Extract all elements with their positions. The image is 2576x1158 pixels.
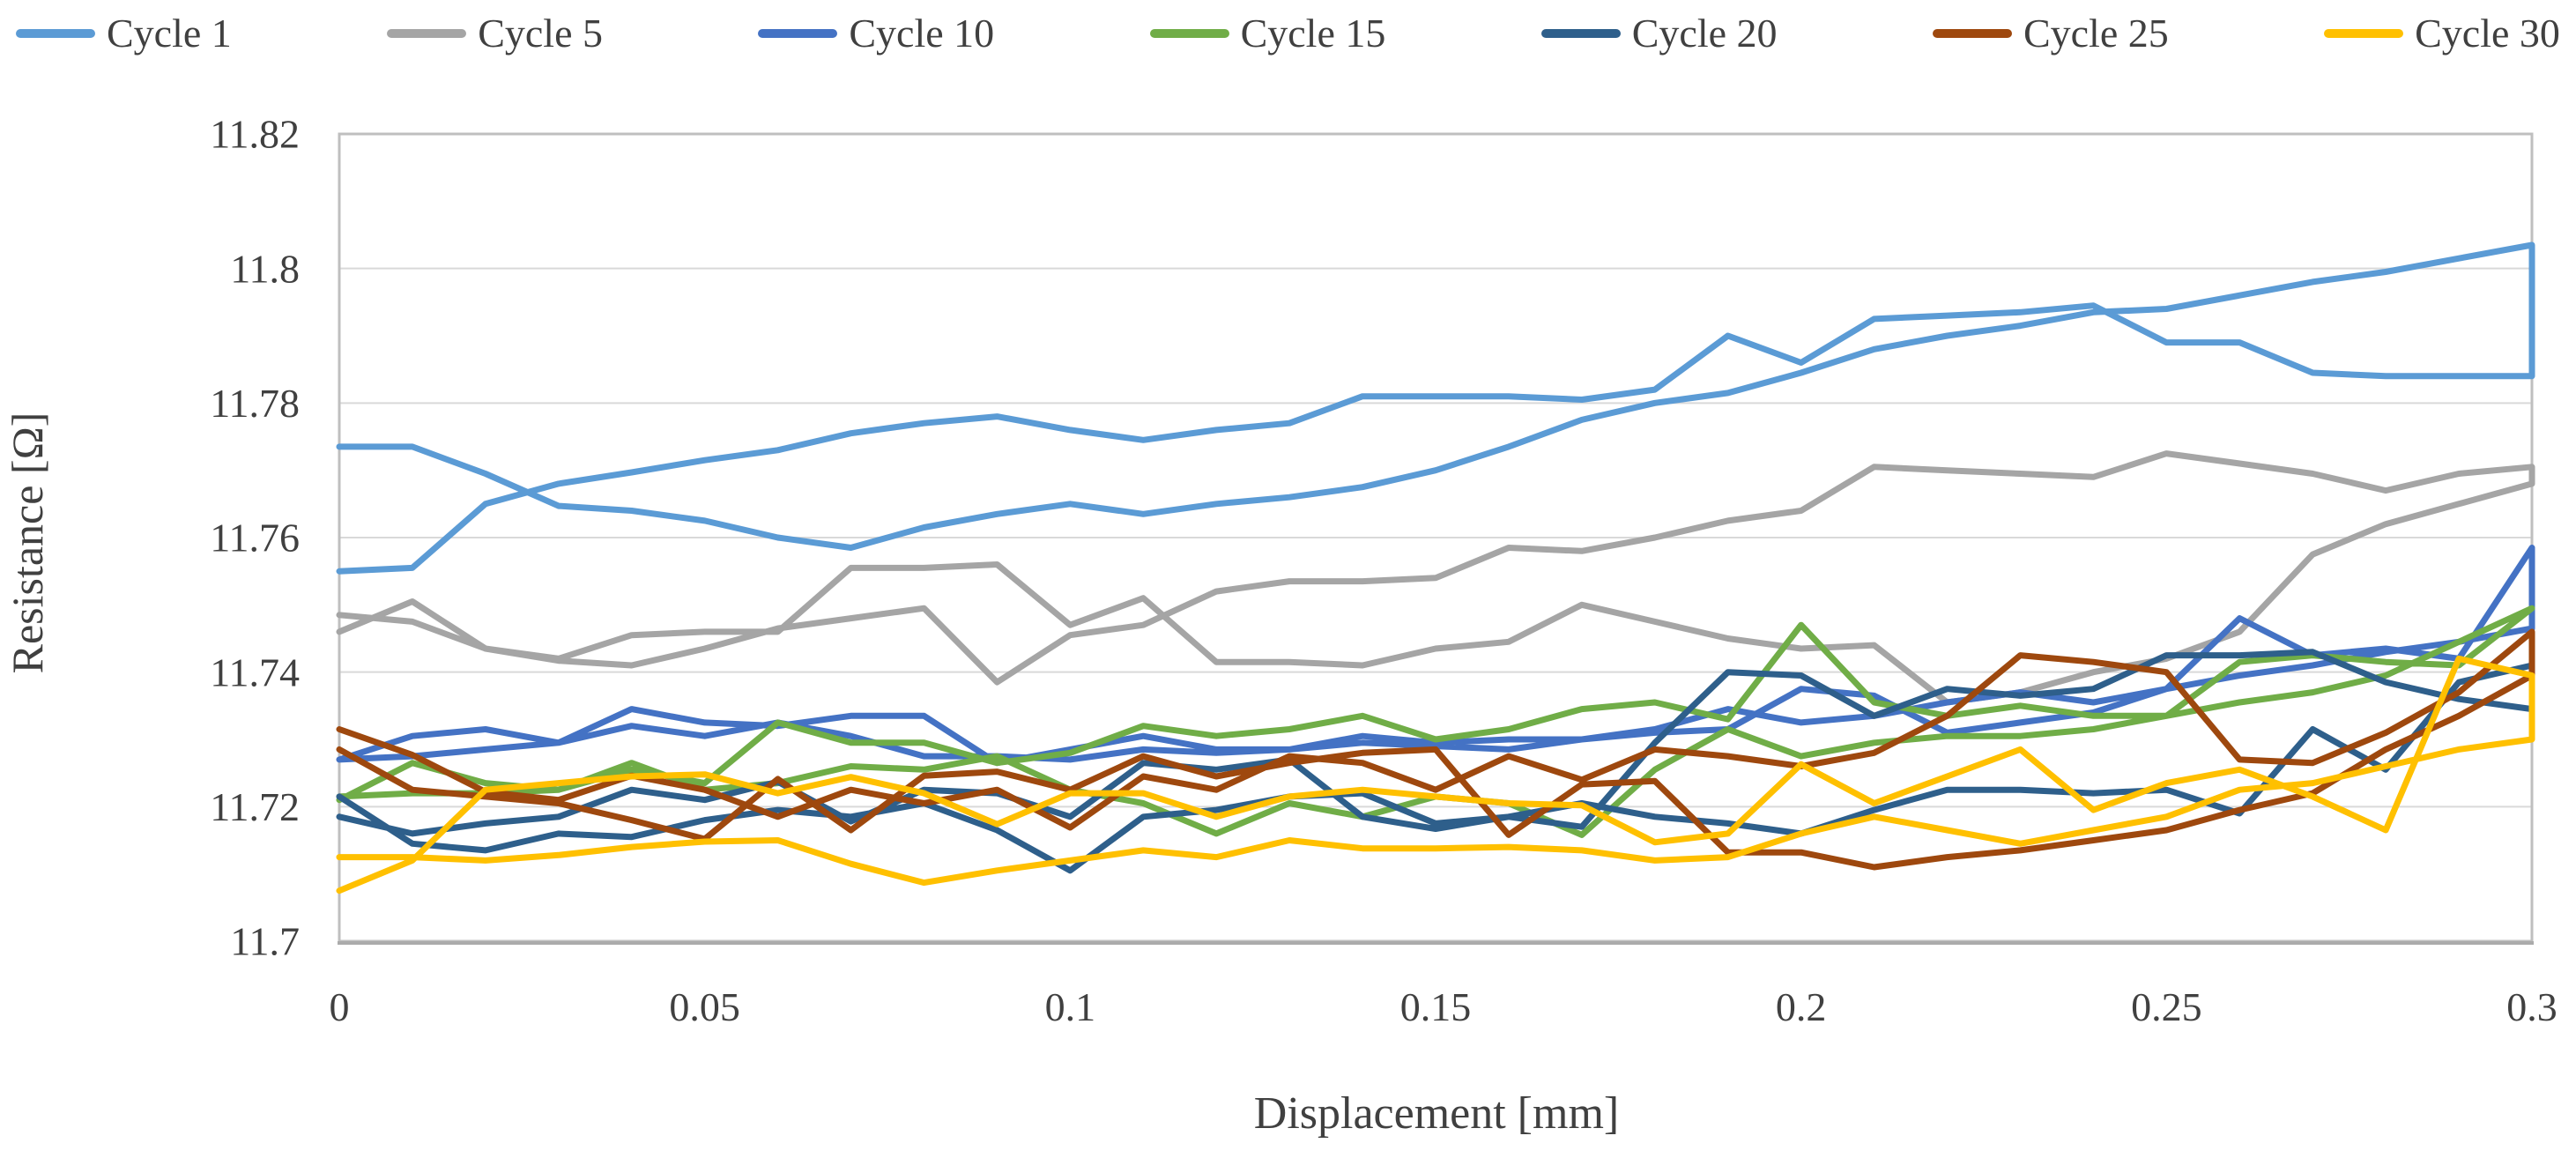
y-tick-label: 11.8 <box>230 246 300 291</box>
legend-item-label: Cycle 30 <box>2415 11 2560 56</box>
x-tick-label: 0.05 <box>669 984 740 1029</box>
y-tick-label: 11.7 <box>230 919 300 964</box>
legend-line-swatch-icon <box>758 29 838 38</box>
series-cycle-30 <box>336 655 2535 894</box>
x-tick-label: 0.1 <box>1045 984 1096 1029</box>
legend-item-label: Cycle 25 <box>2023 11 2169 56</box>
legend-item-label: Cycle 1 <box>107 11 232 56</box>
legend-item-cycle-10: Cycle 10 <box>758 13 994 54</box>
series-cycle-1 <box>336 241 2535 575</box>
legend-item-cycle-20: Cycle 20 <box>1540 11 1778 56</box>
x-tick-label: 0.3 <box>2506 984 2557 1029</box>
y-tick-label: 11.72 <box>210 784 300 829</box>
x-tick-label: 0 <box>330 984 350 1029</box>
y-axis-title: Resistance [Ω] <box>3 412 52 674</box>
legend-line-swatch-icon <box>16 29 95 38</box>
x-tick-label: 0.15 <box>1400 984 1472 1029</box>
series-cycle-25 <box>336 628 2535 871</box>
x-axis-title: Displacement [mm] <box>1253 1088 1620 1139</box>
legend-item-label: Cycle 20 <box>1631 11 1778 56</box>
legend-item-cycle-15: Cycle 15 <box>1149 11 1386 56</box>
legend-item-cycle-30: Cycle 30 <box>2324 13 2560 54</box>
legend-line-swatch-icon <box>1540 29 1621 38</box>
y-tick-label: 11.82 <box>210 112 300 157</box>
series-cycle-5 <box>336 450 2535 706</box>
legend-line-swatch-icon <box>387 29 467 38</box>
y-tick-label: 11.78 <box>210 381 300 426</box>
y-tick-label: 11.76 <box>210 516 300 560</box>
legend-item-cycle-5: Cycle 5 <box>387 13 603 54</box>
legend-item-cycle-25: Cycle 25 <box>1932 11 2169 56</box>
legend-line-swatch-icon <box>1149 29 1229 38</box>
legend-item-label: Cycle 5 <box>478 11 603 56</box>
legend-item-label: Cycle 15 <box>1240 11 1386 56</box>
legend-line-swatch-icon <box>1932 29 2012 38</box>
legend-item-cycle-1: Cycle 1 <box>16 13 232 54</box>
legend: Cycle 1 Cycle 5 Cycle 10 Cycle 15 Cycle 20 Cy… <box>0 5 2576 62</box>
x-tick-label: 0.25 <box>2131 984 2202 1029</box>
x-tick-label: 0.2 <box>1776 984 1827 1029</box>
y-tick-label: 11.74 <box>210 650 300 694</box>
legend-line-swatch-icon <box>2324 29 2404 38</box>
legend-item-label: Cycle 10 <box>849 11 995 56</box>
